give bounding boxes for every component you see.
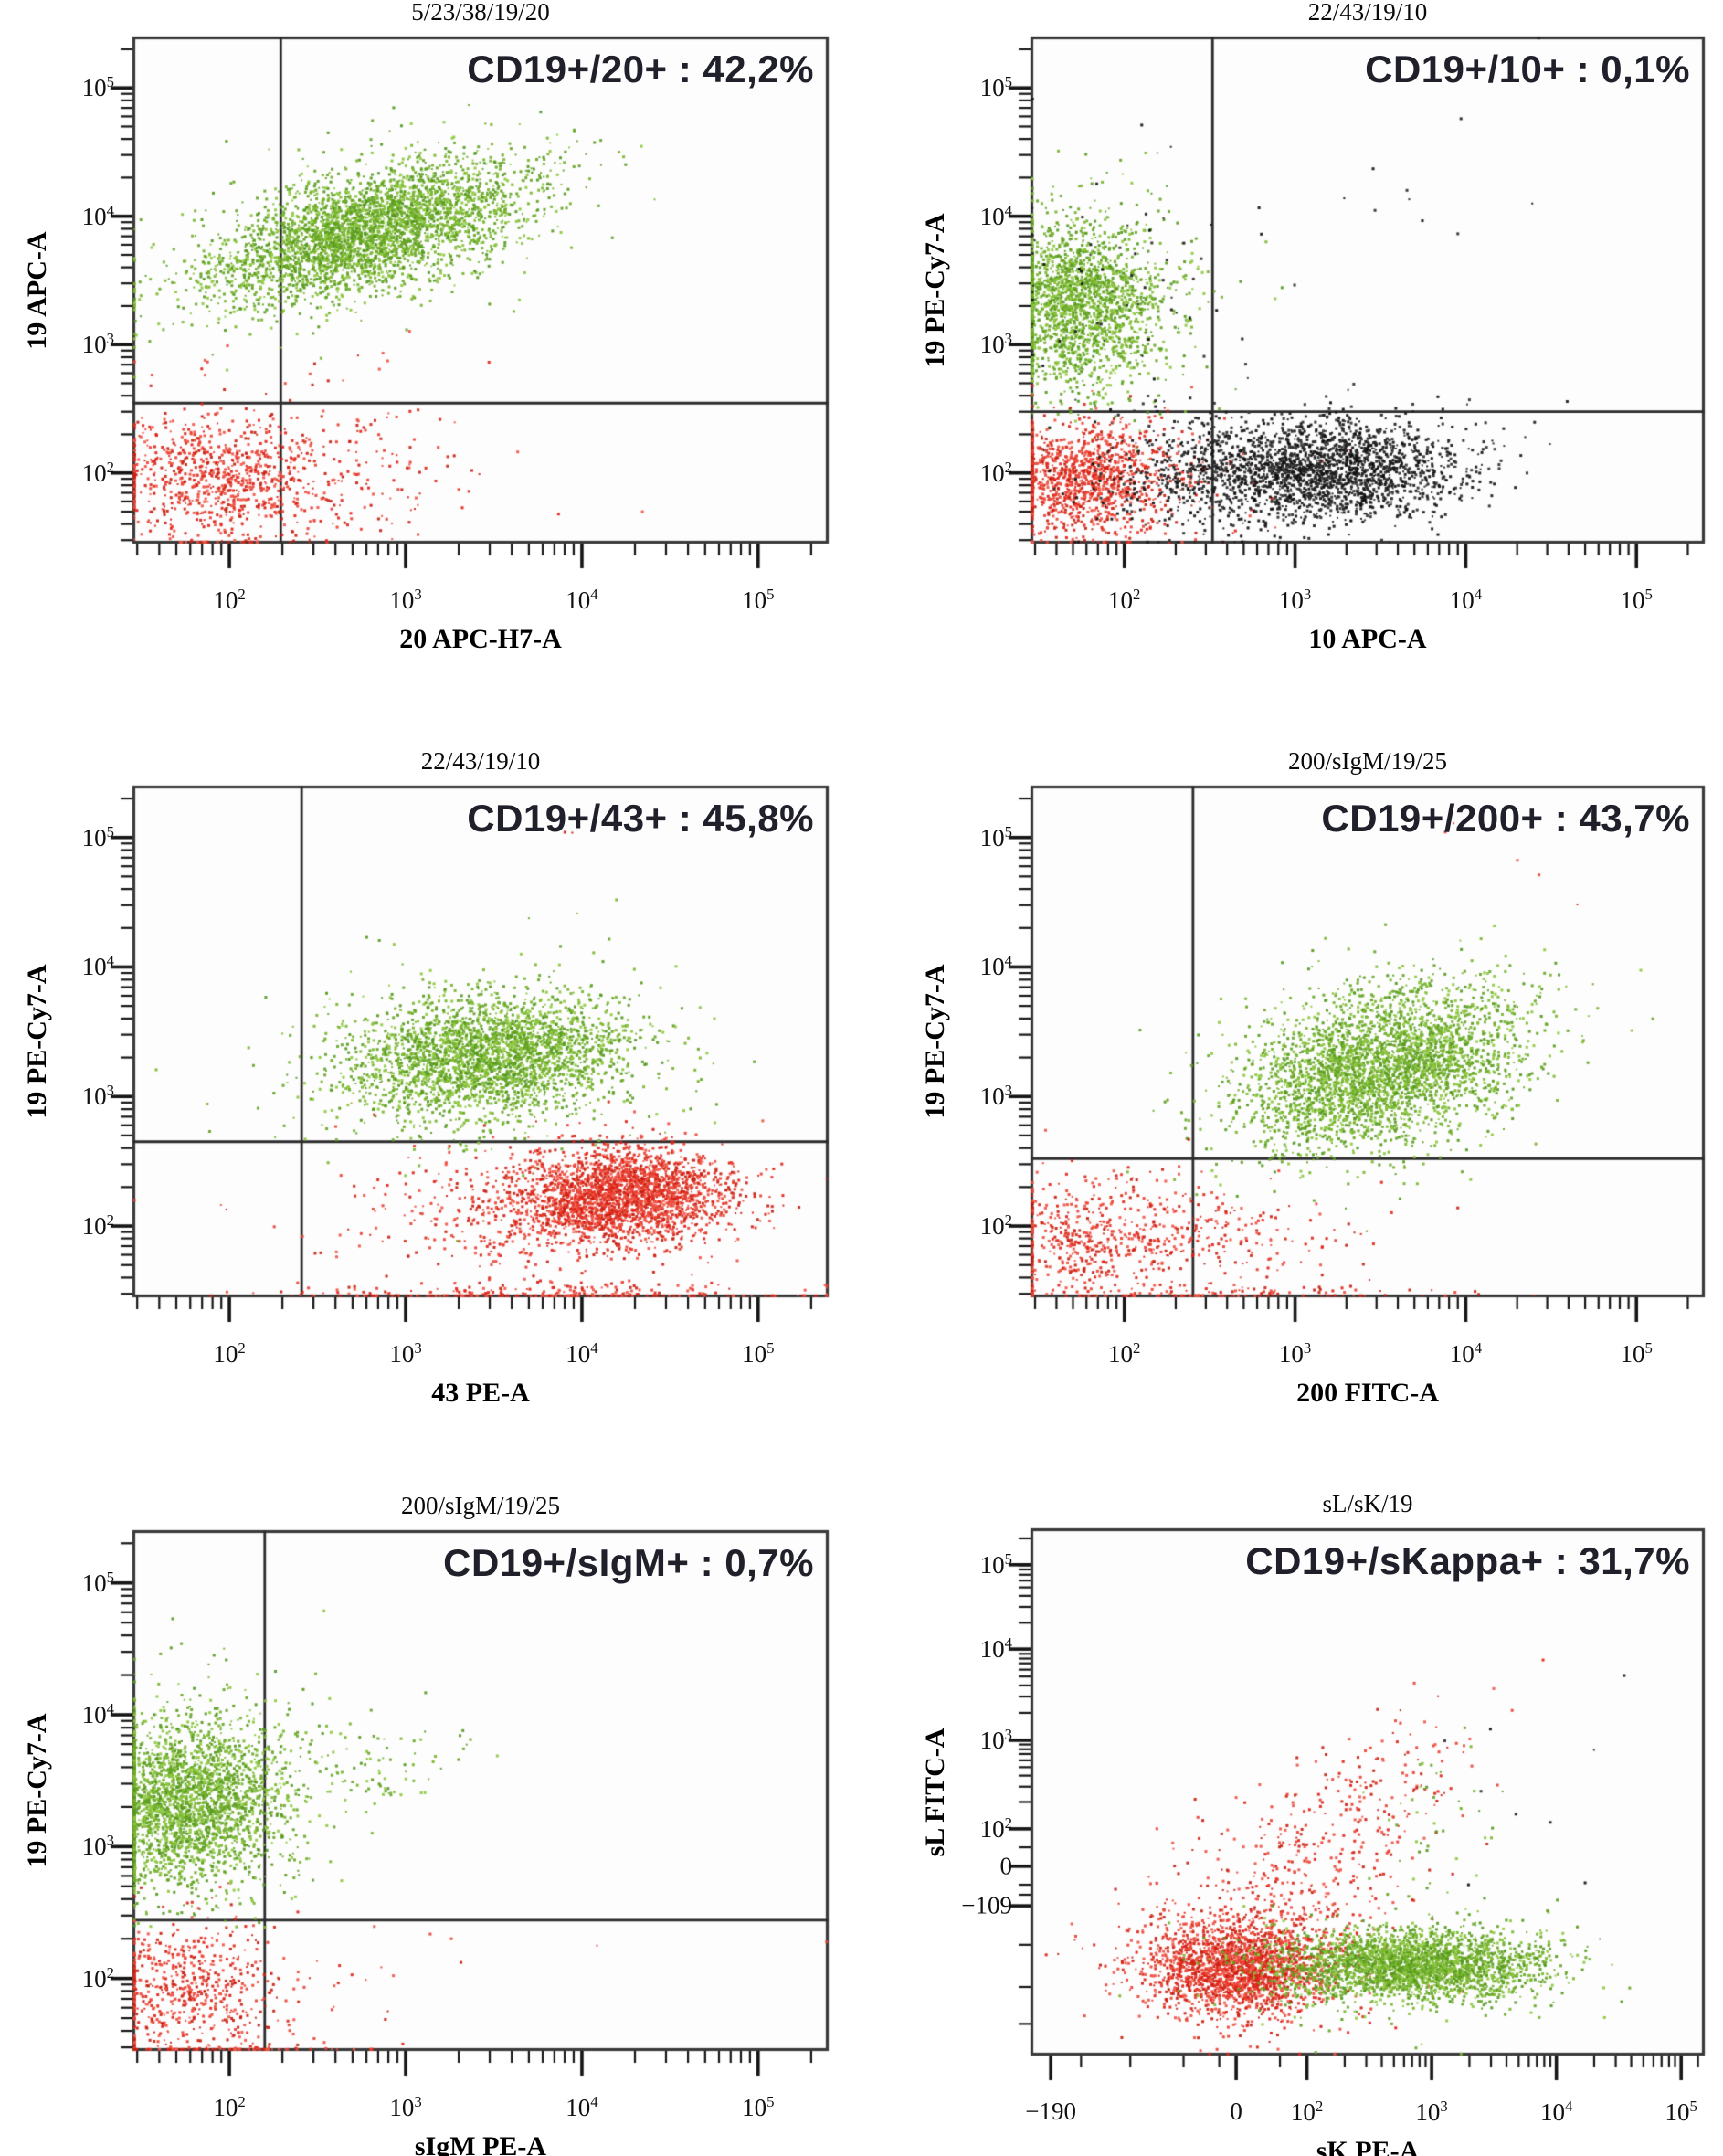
y-axis-label: 19 PE-Cy7-A: [920, 964, 950, 1119]
x-tick-label: 105: [1620, 586, 1653, 614]
x-tick-label: 105: [1665, 2098, 1697, 2126]
x-tick-label: 104: [1449, 586, 1483, 614]
y-tick-label: 102: [81, 1211, 114, 1241]
x-tick-label: 102: [213, 1339, 246, 1368]
y-tick-label: 103: [81, 1082, 114, 1111]
gate-annotation: CD19+/10+ : 0,1%: [1365, 48, 1690, 90]
x-axis-label: 20 APC-H7-A: [399, 624, 562, 654]
y-tick-label: 105: [979, 73, 1012, 102]
plot-title: 22/43/19/10: [420, 747, 541, 775]
y-axis-label: 19 APC-A: [22, 230, 52, 350]
y-tick-label: 103: [81, 330, 114, 359]
x-tick-label: 102: [213, 586, 246, 614]
y-tick-label: 104: [81, 201, 114, 230]
y-tick-label: 102: [979, 458, 1012, 487]
x-tick-label: 103: [1415, 2098, 1448, 2126]
y-tick-label: 104: [979, 952, 1012, 981]
gate-annotation: CD19+/200+ : 43,7%: [1321, 797, 1690, 840]
x-tick-label: 105: [742, 586, 775, 614]
x-axis-label: sIgM PE-A: [414, 2131, 547, 2156]
y-tick-label: 0: [999, 1852, 1013, 1880]
x-tick-label: 104: [1449, 1339, 1483, 1368]
y-tick-label: 104: [81, 952, 114, 981]
x-tick-label: 102: [1108, 586, 1141, 614]
y-axis-label: 19 PE-Cy7-A: [920, 212, 950, 368]
plot-title: 5/23/38/19/20: [411, 0, 550, 26]
x-tick-label: −190: [1025, 2098, 1076, 2125]
y-tick-label: 102: [979, 1813, 1012, 1843]
y-tick-label: −109: [961, 1891, 1012, 1919]
x-tick-label: 103: [389, 1339, 422, 1368]
gate-annotation: CD19+/sIgM+ : 0,7%: [443, 1541, 814, 1584]
y-tick-label: 105: [81, 73, 114, 102]
y-tick-label: 105: [979, 822, 1012, 851]
gate-annotation: CD19+/43+ : 45,8%: [467, 797, 814, 840]
x-tick-label: 0: [1230, 2098, 1242, 2125]
y-axis-label: sL FITC-A: [920, 1728, 950, 1856]
x-tick-label: 104: [566, 586, 598, 614]
y-tick-label: 105: [81, 822, 114, 851]
y-tick-label: 105: [81, 1568, 114, 1597]
plot-title: 200/sIgM/19/25: [400, 1492, 560, 1519]
x-tick-label: 102: [1290, 2098, 1324, 2126]
y-tick-label: 102: [979, 1211, 1012, 1241]
y-tick-label: 103: [81, 1832, 114, 1861]
x-tick-label: 103: [1278, 586, 1312, 614]
x-tick-label: 104: [566, 1339, 598, 1368]
plot-title: sL/sK/19: [1322, 1490, 1413, 1517]
y-tick-label: 102: [81, 458, 114, 487]
y-tick-label: 103: [979, 330, 1012, 359]
gate-annotation: CD19+/sKappa+ : 31,7%: [1245, 1539, 1690, 1582]
plot-title: 22/43/19/10: [1307, 0, 1428, 26]
y-tick-label: 104: [81, 1700, 114, 1728]
y-tick-label: 102: [81, 1963, 114, 1992]
x-tick-label: 105: [742, 2093, 775, 2121]
x-axis-label: 43 PE-A: [431, 1378, 530, 1408]
y-axis-label: 19 PE-Cy7-A: [22, 1713, 52, 1868]
y-tick-label: 104: [979, 1634, 1012, 1664]
y-tick-label: 103: [979, 1082, 1012, 1111]
x-tick-label: 103: [389, 2093, 422, 2121]
x-tick-label: 102: [213, 2093, 246, 2121]
y-tick-label: 105: [979, 1549, 1012, 1579]
x-tick-label: 102: [1108, 1339, 1141, 1368]
x-tick-label: 103: [1278, 1339, 1312, 1368]
x-tick-label: 104: [566, 2093, 598, 2121]
y-axis-label: 19 PE-Cy7-A: [22, 964, 52, 1119]
y-tick-label: 104: [979, 201, 1012, 230]
plot-title: 200/sIgM/19/25: [1287, 747, 1447, 775]
x-tick-label: 104: [1539, 2098, 1573, 2126]
x-tick-label: 103: [389, 586, 422, 614]
x-axis-label: 200 FITC-A: [1296, 1378, 1439, 1408]
x-tick-label: 105: [742, 1339, 775, 1368]
y-tick-label: 103: [979, 1725, 1012, 1754]
x-tick-label: 105: [1620, 1339, 1653, 1368]
x-axis-label: sK PE-A: [1316, 2136, 1420, 2156]
gate-annotation: CD19+/20+ : 42,2%: [467, 48, 814, 90]
x-axis-label: 10 APC-A: [1308, 624, 1427, 654]
